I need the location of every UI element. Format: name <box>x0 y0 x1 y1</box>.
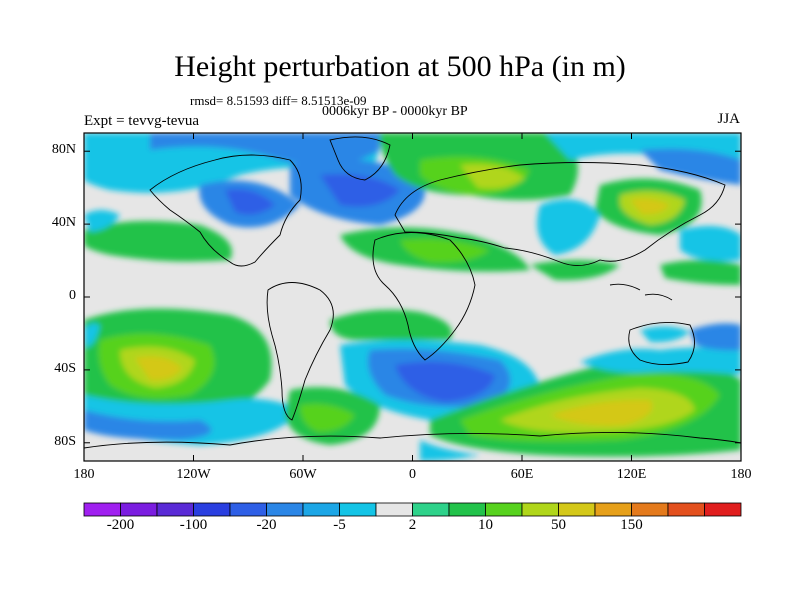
colorbar-swatch <box>521 502 559 517</box>
colorbar-swatch <box>339 502 377 517</box>
lon-tick-label: 60E <box>510 467 534 482</box>
period-line: 0006kyr BP - 0000kyr BP <box>322 104 468 119</box>
contour-field <box>84 133 741 461</box>
lon-tick-label: 180 <box>730 467 752 482</box>
colorbar-swatch <box>704 502 742 517</box>
lon-tick-label: 120W <box>176 467 211 482</box>
colorbar-label: 50 <box>551 517 566 533</box>
colorbar-swatch <box>631 502 669 517</box>
colorbar-swatch <box>375 502 413 517</box>
lon-tick-label: 120E <box>616 467 647 482</box>
map-title: Height perturbation at 500 hPa (in m) <box>174 50 626 83</box>
colorbar-swatch <box>193 502 231 517</box>
colorbar-label: -5 <box>333 517 346 533</box>
colorbar-swatch <box>229 502 267 517</box>
colorbar-label: -20 <box>256 517 277 533</box>
colorbar-label: -100 <box>179 517 208 533</box>
colorbar-swatch <box>120 502 158 517</box>
lon-tick-label: 0 <box>409 467 416 482</box>
colorbar-label: -200 <box>106 517 135 533</box>
lon-tick-label: 180 <box>73 467 95 482</box>
colorbar-swatch <box>83 502 121 517</box>
colorbar-swatch <box>302 502 340 517</box>
lat-tick-label: 0 <box>69 288 76 303</box>
colorbar-label: 2 <box>408 517 417 533</box>
colorbar <box>83 502 742 517</box>
experiment-label: Expt = tevvg-tevua <box>84 113 200 129</box>
axis-ticks <box>83 133 742 461</box>
coastlines <box>84 136 741 449</box>
colorbar-swatch <box>485 502 523 517</box>
lat-tick-label: 80N <box>51 142 76 158</box>
stats-line: rmsd= 8.51593 diff= 8.51513e-09 <box>190 93 367 108</box>
lat-tick-label: 40S <box>54 360 76 376</box>
colorbar-label: 150 <box>620 517 643 533</box>
colorbar-swatch <box>412 502 450 517</box>
colorbar-swatch <box>558 502 596 517</box>
lon-tick-label: 60W <box>289 467 317 482</box>
colorbar-swatch <box>448 502 486 517</box>
colorbar-swatch <box>667 502 705 517</box>
colorbar-swatch <box>594 502 632 517</box>
colorbar-swatch <box>266 502 304 517</box>
colorbar-label: 10 <box>478 517 493 533</box>
lat-tick-label: 40N <box>51 215 76 231</box>
lat-tick-label: 80S <box>54 433 76 449</box>
season-label: JJA <box>717 111 740 127</box>
colorbar-swatch <box>156 502 194 517</box>
